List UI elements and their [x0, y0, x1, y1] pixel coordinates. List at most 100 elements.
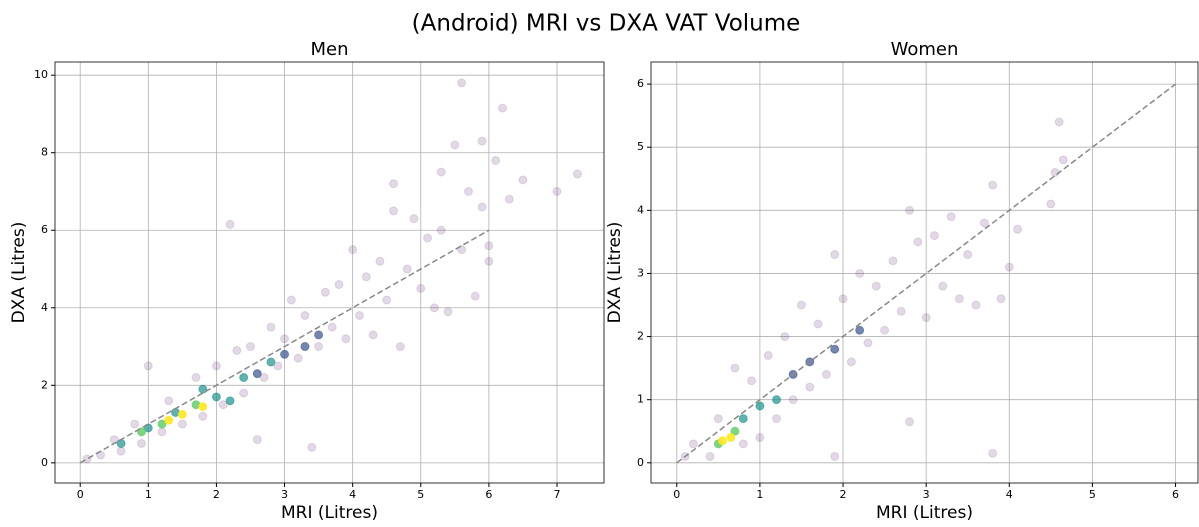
point [929, 231, 939, 241]
point [164, 415, 174, 425]
point [457, 78, 467, 88]
y-tick-label: 1 [637, 393, 644, 406]
y-tick-label: 0 [637, 456, 644, 469]
point [293, 353, 303, 363]
point [389, 206, 399, 216]
point [938, 281, 948, 291]
point [905, 417, 915, 427]
y-axis-label: DXA (Litres) [605, 222, 625, 324]
point [164, 396, 174, 406]
point [137, 438, 147, 448]
point [1054, 117, 1064, 127]
point [518, 175, 528, 185]
point [348, 245, 358, 255]
point [477, 136, 487, 146]
point [429, 303, 439, 313]
point [747, 376, 757, 386]
point [341, 334, 351, 344]
point [157, 419, 167, 429]
axes-frame [54, 61, 605, 484]
point [395, 342, 405, 352]
point [946, 212, 956, 222]
point [273, 361, 283, 371]
point [738, 439, 748, 449]
point [314, 330, 324, 340]
point [713, 414, 723, 424]
x-tick-label: 4 [349, 488, 356, 501]
point [988, 180, 998, 190]
point [484, 241, 494, 251]
point [211, 361, 221, 371]
panel-title: Men [310, 39, 348, 60]
point [888, 256, 898, 266]
x-tick-label: 2 [840, 488, 847, 501]
point [300, 311, 310, 321]
point [1058, 155, 1068, 165]
point [688, 439, 698, 449]
x-axis-label: MRI (Litres) [281, 503, 378, 523]
point [772, 414, 782, 424]
point [450, 140, 460, 150]
point [320, 287, 330, 297]
point [225, 396, 235, 406]
point [855, 268, 865, 278]
point [300, 342, 310, 352]
point [116, 438, 126, 448]
point [382, 295, 392, 305]
point [307, 442, 317, 452]
point [286, 295, 296, 305]
point [239, 373, 249, 383]
point [416, 283, 426, 293]
point [191, 373, 201, 383]
axes-frame [650, 61, 1199, 484]
point [846, 357, 856, 367]
figure-title: (Android) MRI vs DXA VAT Volume [412, 11, 801, 37]
point [157, 427, 167, 437]
point [988, 448, 998, 458]
point [572, 169, 582, 179]
point [484, 256, 494, 266]
point [463, 186, 473, 196]
point [470, 291, 480, 301]
point [830, 344, 840, 354]
point [491, 155, 501, 165]
point [130, 419, 140, 429]
point [368, 330, 378, 340]
point [921, 313, 931, 323]
point [1046, 199, 1056, 209]
point [821, 369, 831, 379]
point [871, 281, 881, 291]
y-tick-label: 8 [41, 146, 48, 159]
point [334, 280, 344, 290]
point [772, 395, 782, 405]
point [805, 382, 815, 392]
point [552, 186, 562, 196]
point [763, 351, 773, 361]
point [755, 401, 765, 411]
x-tick-label: 4 [1006, 488, 1013, 501]
x-tick-label: 1 [756, 488, 763, 501]
y-tick-label: 6 [637, 77, 644, 90]
point [863, 338, 873, 348]
point [498, 103, 508, 113]
point [954, 294, 964, 304]
point [225, 219, 235, 229]
point [314, 342, 324, 352]
point [211, 392, 221, 402]
x-tick-label: 5 [417, 488, 424, 501]
x-tick-label: 3 [923, 488, 930, 501]
point [266, 357, 276, 367]
point [389, 179, 399, 189]
point [436, 167, 446, 177]
y-tick-label: 5 [637, 140, 644, 153]
point [880, 325, 890, 335]
point [198, 411, 208, 421]
plot-area [676, 83, 1177, 464]
point [813, 319, 823, 329]
y-tick-label: 2 [637, 330, 644, 343]
plot-area [79, 78, 582, 464]
point [361, 272, 371, 282]
x-tick-label: 3 [281, 488, 288, 501]
reference-line [676, 83, 1177, 464]
